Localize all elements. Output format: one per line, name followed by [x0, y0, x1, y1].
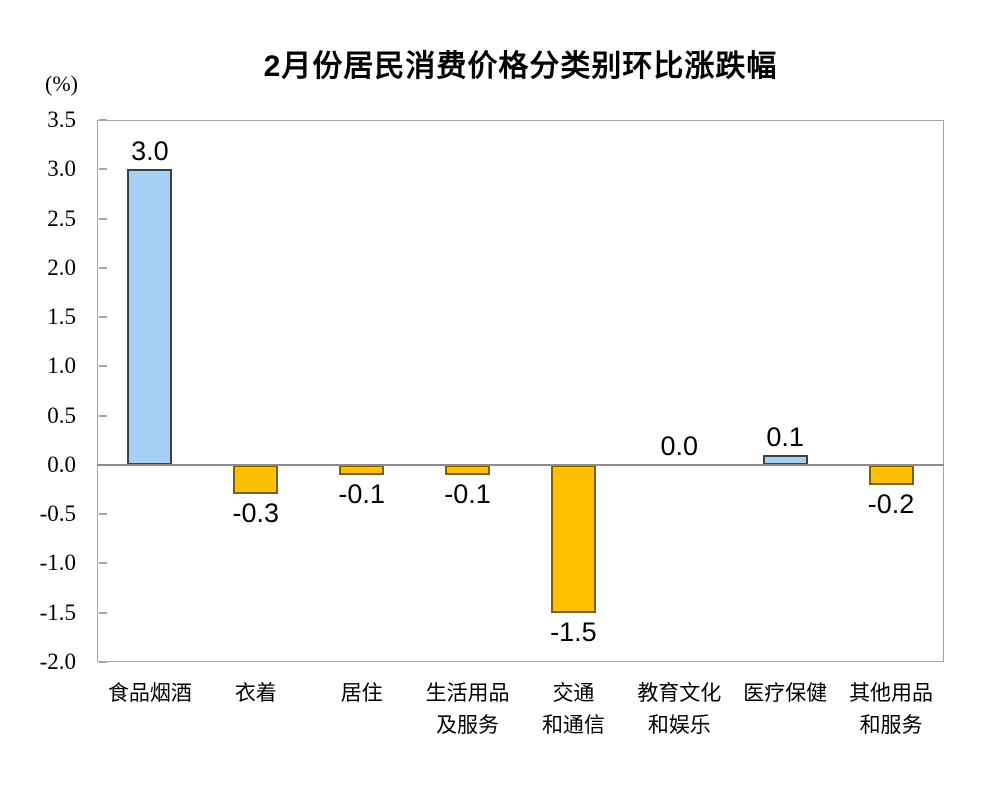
y-tick-label: -1.0 [39, 550, 76, 576]
plot-area [97, 120, 944, 662]
x-category-label: 衣着 [234, 682, 277, 705]
y-tick-label: -0.5 [39, 501, 76, 527]
bar [550, 464, 596, 613]
y-tick-mark [98, 119, 107, 121]
y-tick-mark [98, 316, 107, 319]
y-tick-label: 1.5 [47, 304, 76, 330]
y-tick-label: 3.5 [47, 107, 76, 132]
bar-value-label: -1.5 [550, 616, 597, 647]
bar [233, 464, 279, 495]
x-category-label: 医疗保健 [743, 682, 828, 705]
bar [445, 464, 491, 475]
y-tick-mark [98, 661, 107, 663]
y-tick-mark [98, 611, 107, 614]
x-category-label: 其他用品 和服务 [849, 682, 934, 737]
bar-value-label: -0.2 [867, 488, 915, 519]
bar [127, 169, 173, 465]
x-category-label: 生活用品 及服务 [425, 682, 510, 737]
y-tick-mark [98, 513, 107, 516]
y-tick-label: 2.5 [47, 205, 76, 231]
bar-value-label: 0.0 [660, 430, 699, 461]
x-category-label: 居住 [340, 682, 383, 705]
y-tick-label: 3.0 [47, 156, 76, 182]
y-tick-mark [98, 266, 107, 269]
bar-value-label: -0.3 [232, 498, 280, 529]
x-category-label: 教育文化 和娱乐 [637, 682, 722, 737]
chart-title: 2月份居民消费价格分类别环比涨跌幅 [263, 50, 778, 83]
y-tick-label: 1.0 [47, 353, 76, 379]
y-tick-mark [98, 414, 107, 417]
bar-value-label: 0.1 [766, 422, 804, 453]
y-tick-mark [98, 217, 107, 220]
y-tick-label: 0.0 [47, 451, 76, 477]
y-tick-label: 2.0 [47, 254, 76, 280]
bar [868, 464, 914, 485]
x-category-label: 交通 和通信 [541, 682, 605, 737]
y-tick-mark [98, 562, 107, 565]
y-tick-label: 0.5 [47, 402, 76, 428]
bar [339, 464, 385, 475]
y-tick-mark [98, 365, 107, 368]
bar-value-label: -0.1 [338, 478, 385, 509]
bar-value-label: -0.1 [444, 478, 491, 509]
y-tick-mark [98, 168, 107, 171]
x-category-label: 食品烟酒 [107, 682, 192, 705]
zero-axis-line [97, 463, 944, 466]
y-tick-label: -2.0 [39, 649, 76, 674]
y-axis-unit-label: (%) [45, 71, 78, 96]
y-tick-label: -1.5 [39, 599, 76, 625]
bar-value-label: 3.0 [131, 136, 169, 167]
